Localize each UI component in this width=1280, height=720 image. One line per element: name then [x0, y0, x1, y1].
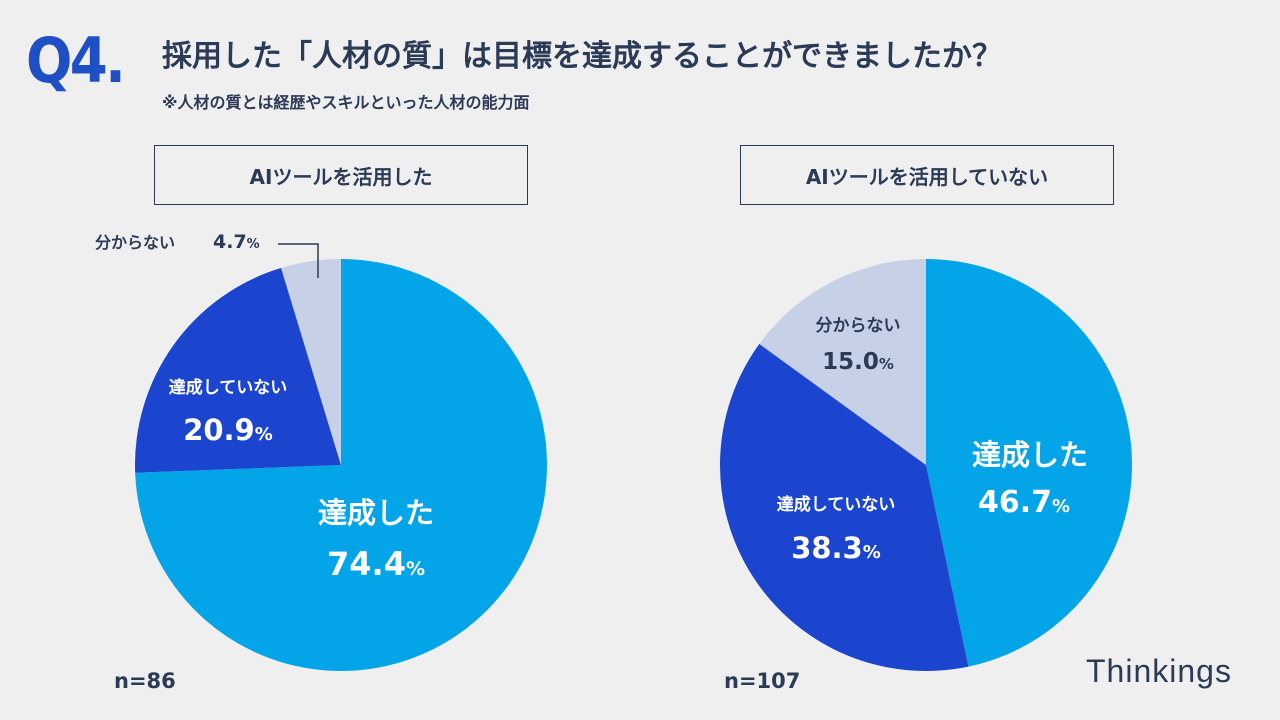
- left-not-achieved-number: 20.9: [183, 413, 255, 447]
- brand-logo: Thinkings: [1086, 653, 1232, 689]
- right-not-achieved-value: 38.3%: [791, 531, 881, 565]
- left-unknown-value: 4.7%: [213, 231, 260, 253]
- right-slice-unknown: [759, 259, 926, 465]
- right-unknown-value: 15.0%: [822, 349, 894, 375]
- left-unknown-number: 4.7: [213, 231, 247, 253]
- right-not-achieved-number: 38.3: [791, 531, 863, 565]
- left-achieved-label: 達成した: [318, 496, 434, 530]
- right-pie: 分からない 15.0% 達成していない 38.3% 達成した 46.7%: [719, 259, 1133, 672]
- right-unknown-label: 分からない: [816, 316, 901, 336]
- left-unknown-leader-line: [278, 243, 319, 278]
- left-sample-size: n=86: [114, 669, 176, 693]
- right-achieved-unit: %: [1052, 496, 1070, 517]
- left-pie: 分からない 4.7% 達成していない 20.9% 達成した 74.4%: [95, 231, 548, 671]
- right-unknown-number: 15.0: [822, 349, 879, 375]
- right-achieved-label: 達成した: [972, 438, 1088, 472]
- left-unknown-unit: %: [247, 237, 260, 252]
- right-slice-not-achieved: [719, 343, 969, 672]
- left-unknown-label: 分からない: [95, 233, 175, 252]
- left-achieved-unit: %: [406, 558, 425, 580]
- right-achieved-number: 46.7: [978, 485, 1052, 520]
- right-not-achieved-label: 達成していない: [777, 494, 896, 515]
- left-achieved-number: 74.4: [327, 545, 406, 583]
- left-achieved-value: 74.4%: [327, 545, 425, 583]
- question-note: ※人材の質とは経歴やスキルといった人材の能力面: [162, 93, 530, 112]
- left-slice-not-achieved: [135, 267, 341, 473]
- left-chart-title: AIツールを活用した: [154, 145, 528, 205]
- left-not-achieved-unit: %: [255, 424, 273, 445]
- left-not-achieved-value: 20.9%: [183, 413, 273, 447]
- left-slice-achieved: [135, 259, 548, 671]
- right-slice-achieved: [926, 259, 1133, 667]
- right-achieved-value: 46.7%: [978, 485, 1070, 520]
- question-title: 採用した「人材の質」は目標を達成することができましたか？: [162, 39, 1002, 74]
- left-slice-unknown: [281, 259, 341, 465]
- left-not-achieved-label: 達成していない: [169, 377, 288, 398]
- right-not-achieved-unit: %: [863, 542, 881, 563]
- question-number: Q4.: [26, 24, 126, 97]
- right-unknown-unit: %: [879, 355, 894, 373]
- right-chart-title: AIツールを活用していない: [740, 145, 1114, 205]
- right-sample-size: n=107: [724, 669, 801, 693]
